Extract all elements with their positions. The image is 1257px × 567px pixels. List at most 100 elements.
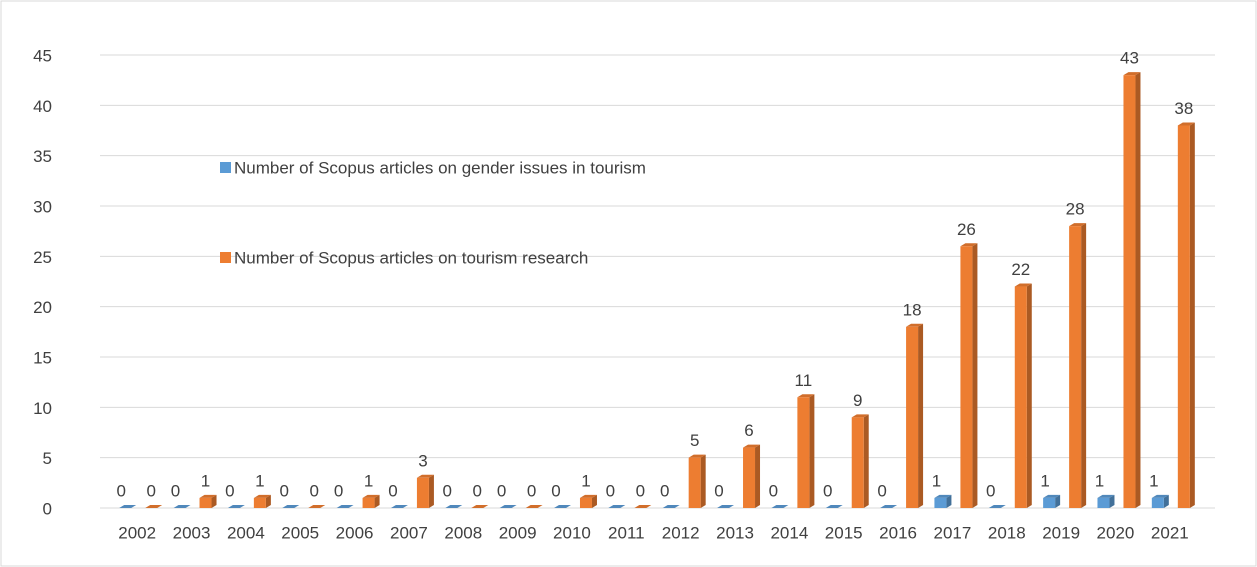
bar-top	[553, 505, 571, 508]
bar	[362, 497, 375, 508]
bar-side	[1055, 494, 1061, 508]
x-tick-label: 2006	[336, 523, 374, 542]
x-tick-label: 2002	[118, 523, 156, 542]
x-tick-label: 2019	[1042, 523, 1080, 542]
bar-top	[525, 505, 543, 508]
bar	[1014, 286, 1027, 508]
value-label: 38	[1174, 99, 1193, 118]
value-label: 5	[690, 431, 699, 450]
legend-swatch	[220, 162, 231, 173]
bar-top	[253, 494, 271, 498]
bar-side	[265, 494, 271, 508]
y-tick-label: 0	[43, 499, 52, 518]
x-tick-label: 2020	[1097, 523, 1135, 542]
value-label: 0	[473, 481, 482, 500]
bar-top	[1177, 122, 1195, 126]
bar-side	[1109, 494, 1115, 508]
value-label: 0	[497, 481, 506, 500]
value-label: 1	[1040, 471, 1049, 490]
bar-top	[771, 505, 789, 508]
value-label: 28	[1066, 200, 1085, 219]
bar-top	[988, 505, 1006, 508]
bar-top	[634, 505, 652, 508]
bar	[688, 457, 701, 508]
value-label: 26	[957, 220, 976, 239]
bar-side	[591, 494, 597, 508]
value-label: 1	[1149, 471, 1158, 490]
legend-label: Number of Scopus articles on gender issu…	[234, 158, 646, 177]
bar-top	[471, 505, 489, 508]
bar-top	[145, 505, 163, 508]
bar-top	[960, 243, 978, 247]
x-tick-label: 2012	[662, 523, 700, 542]
value-label: 1	[201, 471, 210, 490]
y-tick-label: 40	[33, 97, 52, 116]
x-tick-label: 2021	[1151, 523, 1189, 542]
bar-top	[173, 505, 191, 508]
value-label: 0	[309, 481, 318, 500]
bar-top	[445, 505, 463, 508]
value-label: 0	[606, 481, 615, 500]
y-tick-label: 20	[33, 298, 52, 317]
bar-top	[336, 505, 354, 508]
x-tick-label: 2013	[716, 523, 754, 542]
bar-side	[700, 454, 706, 508]
x-tick-label: 2003	[173, 523, 211, 542]
bar-side	[918, 323, 924, 508]
bar-side	[1081, 223, 1087, 508]
bar-side	[972, 243, 978, 508]
legend-label: Number of Scopus articles on tourism res…	[234, 248, 588, 267]
bar-top	[1014, 283, 1032, 287]
x-tick-label: 2008	[444, 523, 482, 542]
bar	[851, 417, 864, 508]
x-tick-label: 2007	[390, 523, 428, 542]
value-label: 0	[823, 481, 832, 500]
bar-top	[1043, 494, 1061, 498]
bar-top	[579, 494, 597, 498]
x-tick-label: 2010	[553, 523, 591, 542]
value-label: 0	[225, 481, 234, 500]
x-tick-label: 2009	[499, 523, 537, 542]
bar	[416, 477, 429, 508]
bar-top	[688, 454, 706, 458]
x-tick-label: 2004	[227, 523, 265, 542]
x-tick-label: 2014	[770, 523, 808, 542]
bar-top	[1097, 494, 1115, 498]
bar-top	[717, 505, 735, 508]
bar-top	[1123, 72, 1141, 76]
value-label: 0	[279, 481, 288, 500]
bar-top	[851, 414, 869, 418]
value-label: 3	[418, 451, 427, 470]
bar-top	[390, 505, 408, 508]
value-label: 0	[714, 481, 723, 500]
value-label: 0	[551, 481, 560, 500]
bar	[253, 497, 266, 508]
bar-side	[1189, 122, 1195, 508]
legend-swatch	[220, 252, 231, 263]
bar	[1043, 497, 1056, 508]
value-label: 0	[527, 481, 536, 500]
bar-top	[662, 505, 680, 508]
value-label: 0	[388, 481, 397, 500]
value-label: 0	[171, 481, 180, 500]
bar-top	[743, 444, 761, 448]
y-tick-label: 30	[33, 197, 52, 216]
value-label: 0	[769, 481, 778, 500]
bar	[1151, 497, 1164, 508]
bar	[1069, 226, 1082, 508]
x-tick-label: 2005	[281, 523, 319, 542]
value-label: 0	[146, 481, 155, 500]
bar-top	[282, 505, 300, 508]
bar	[934, 497, 947, 508]
bar-top	[308, 505, 326, 508]
value-label: 0	[443, 481, 452, 500]
bar-top	[934, 494, 952, 498]
bar-side	[809, 394, 815, 508]
bar	[1123, 75, 1136, 508]
bar	[1177, 125, 1190, 508]
bar-top	[119, 505, 137, 508]
bar-top	[825, 505, 843, 508]
value-label: 9	[853, 391, 862, 410]
bar-top	[199, 494, 217, 498]
